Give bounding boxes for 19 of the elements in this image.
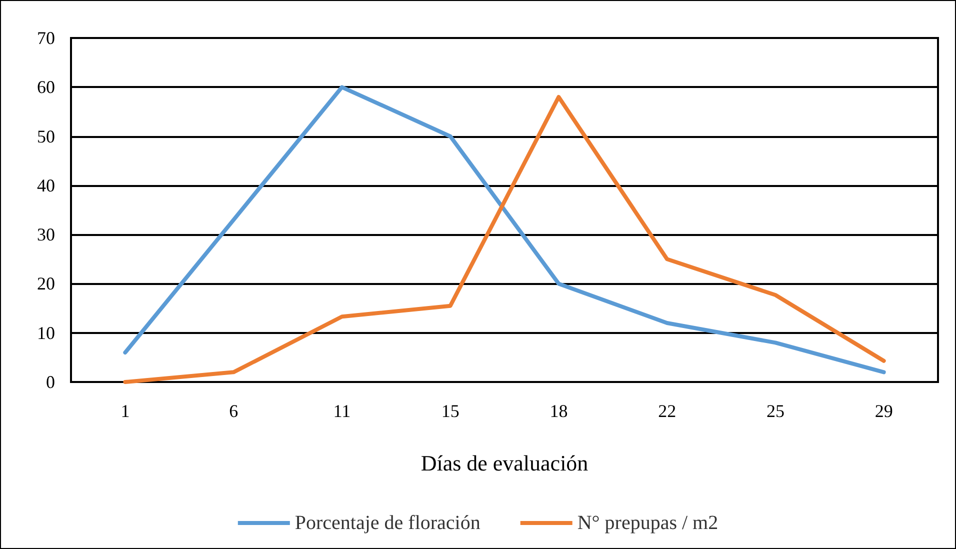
x-tick-label: 15: [441, 401, 460, 421]
x-axis-title: Días de evaluación: [420, 450, 588, 476]
y-tick-label: 60: [37, 77, 55, 98]
y-tick-label: 10: [37, 322, 55, 343]
legend-label: N° prepupas / m2: [577, 512, 718, 534]
legend-label: Porcentaje de floración: [294, 512, 480, 534]
x-tick-label: 1: [120, 401, 130, 421]
x-tick-label: 22: [658, 401, 676, 421]
x-tick-label: 6: [229, 401, 238, 421]
y-tick-label: 20: [37, 274, 55, 294]
y-tick-label: 0: [46, 372, 55, 392]
x-tick-label: 11: [333, 401, 351, 421]
x-tick-label: 29: [874, 401, 893, 421]
y-tick-label: 70: [37, 28, 55, 48]
y-tick-label: 50: [37, 126, 55, 146]
x-tick-label: 18: [550, 401, 568, 421]
x-tick-label: 25: [766, 401, 784, 421]
y-tick-label: 40: [37, 175, 55, 196]
y-tick-label: 30: [37, 224, 55, 245]
